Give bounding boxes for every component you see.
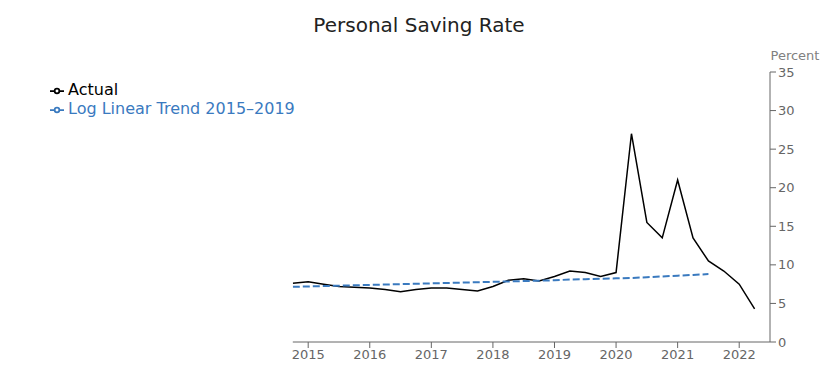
svg-text:2017: 2017 xyxy=(415,347,448,362)
svg-text:30: 30 xyxy=(778,103,795,118)
svg-text:Percent: Percent xyxy=(771,48,820,63)
svg-text:2021: 2021 xyxy=(661,347,694,362)
svg-text:25: 25 xyxy=(778,142,795,157)
svg-text:2016: 2016 xyxy=(353,347,386,362)
svg-text:5: 5 xyxy=(778,296,786,311)
svg-text:10: 10 xyxy=(778,257,795,272)
svg-text:2022: 2022 xyxy=(723,347,756,362)
svg-text:2020: 2020 xyxy=(600,347,633,362)
svg-text:2018: 2018 xyxy=(476,347,509,362)
svg-text:2019: 2019 xyxy=(538,347,571,362)
html-text:Actual: Actual xyxy=(68,80,119,99)
html-text:Log Linear Trend 2015–2019: Log Linear Trend 2015–2019 xyxy=(68,99,295,118)
svg-text:2015: 2015 xyxy=(292,347,325,362)
svg-text:20: 20 xyxy=(778,180,795,195)
svg-text:15: 15 xyxy=(778,219,795,234)
svg-text:0: 0 xyxy=(778,335,786,350)
svg-text:35: 35 xyxy=(778,65,795,80)
html-text:Personal Saving Rate: Personal Saving Rate xyxy=(313,13,525,37)
